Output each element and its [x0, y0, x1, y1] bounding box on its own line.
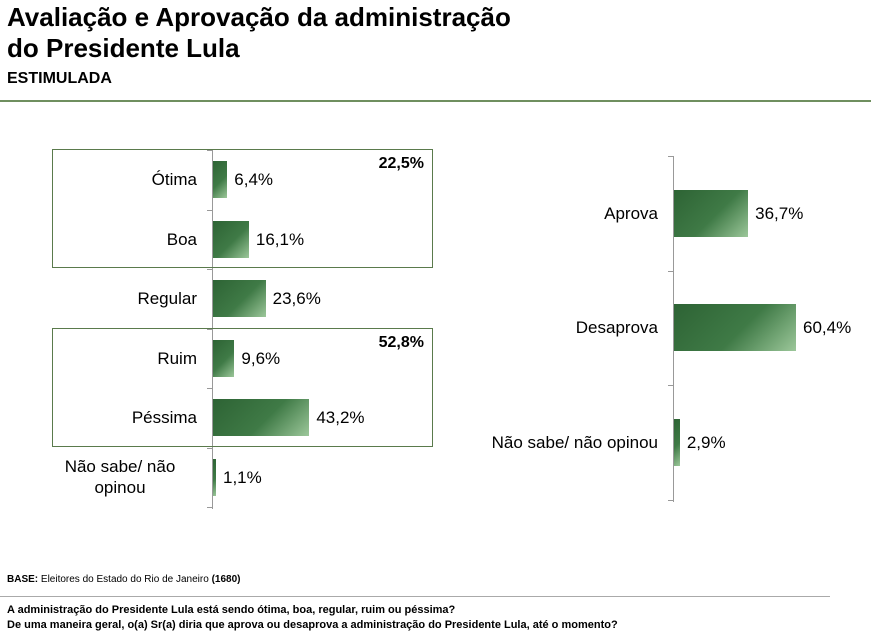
- approval-label-desaprova: Desaprova: [575, 318, 658, 338]
- value-label-boa: 16,1%: [255, 229, 305, 249]
- base-text: Eleitores do Estado do Rio de Janeiro: [38, 574, 212, 585]
- title-line-1: Avaliação e Aprovação da administração: [7, 2, 511, 32]
- left-chart-tick: [207, 447, 212, 449]
- page-title: Avaliação e Aprovação da administração d…: [7, 2, 511, 64]
- group-box-2: [52, 327, 433, 447]
- right-chart-axis: [673, 156, 674, 502]
- approval-value-aprova: 36,7%: [755, 203, 804, 223]
- bar-pessima: [213, 399, 310, 437]
- left-chart-tick: [207, 388, 212, 389]
- question-2: De uma maneira geral, o(a) Sr(a) diria q…: [7, 619, 618, 631]
- approval-label-nao-sabe-nao-opinou: Não sabe/ não opinou: [491, 432, 658, 452]
- approval-value-desaprova: 60,4%: [803, 318, 852, 338]
- right-chart-tick: [668, 270, 673, 272]
- group-total-1: 22,5%: [378, 155, 424, 172]
- category-label-ruim: Ruim: [157, 348, 197, 368]
- left-chart-tick: [207, 209, 212, 211]
- base-note: BASE: Eleitores do Estado do Rio de Jane…: [7, 574, 240, 585]
- bar-boa: [213, 220, 249, 258]
- group-box-1: [52, 149, 433, 268]
- header-divider: [0, 100, 871, 102]
- value-label-otima: 6,4%: [234, 170, 274, 190]
- left-chart-tick: [207, 269, 212, 270]
- approval-value-nao-sabe-nao-opinou: 2,9%: [686, 432, 726, 452]
- right-chart-tick: [668, 385, 673, 386]
- right-chart-tick: [668, 156, 673, 157]
- category-label-regular: Regular: [137, 289, 197, 309]
- approval-label-aprova: Aprova: [604, 203, 658, 223]
- base-count: (1680): [211, 574, 241, 585]
- bar-ruim: [213, 339, 235, 377]
- value-label-nao-sabe-nao-opinou: 1,1%: [223, 467, 262, 487]
- value-label-pessima: 43,2%: [316, 408, 365, 428]
- left-chart-tick: [207, 328, 212, 330]
- approval-bar-nao-sabe-nao-opinou: [674, 418, 680, 466]
- title-line-2: do Presidente Lula: [7, 33, 240, 63]
- approval-bar-aprova: [674, 189, 749, 237]
- category-label-nao-sabe-nao-opinou: Não sabe/ não opinou: [64, 457, 176, 498]
- left-chart-axis: [212, 150, 213, 509]
- bar-regular: [213, 280, 266, 318]
- category-label-boa: Boa: [166, 229, 197, 249]
- approval-bar-desaprova: [674, 304, 796, 352]
- right-chart-tick: [668, 499, 673, 501]
- question-1: A administração do Presidente Lula está …: [7, 604, 456, 616]
- bar-nao-sabe-nao-opinou: [213, 458, 216, 496]
- page-subtitle: ESTIMULADA: [7, 70, 112, 87]
- footer-divider: [0, 596, 830, 597]
- category-label-otima: Ótima: [151, 170, 197, 190]
- base-label: BASE:: [7, 574, 39, 585]
- left-chart-tick: [207, 150, 212, 151]
- left-chart-tick: [207, 507, 212, 508]
- group-total-2: 52,8%: [378, 333, 424, 351]
- category-label-pessima: Péssima: [131, 408, 197, 428]
- value-label-regular: 23,6%: [272, 289, 321, 309]
- value-label-ruim: 9,6%: [241, 348, 281, 368]
- bar-otima: [213, 161, 228, 199]
